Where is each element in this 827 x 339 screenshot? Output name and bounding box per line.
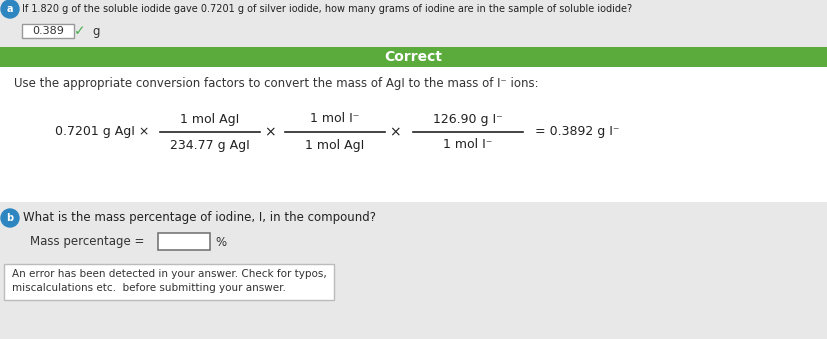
Text: Mass percentage =: Mass percentage = bbox=[30, 236, 145, 248]
Text: 1 mol I⁻: 1 mol I⁻ bbox=[310, 113, 360, 125]
Text: What is the mass percentage of iodine, I, in the compound?: What is the mass percentage of iodine, I… bbox=[23, 212, 376, 224]
Text: %: % bbox=[215, 236, 226, 248]
Text: 0.389: 0.389 bbox=[32, 26, 64, 36]
Bar bbox=[22, 24, 74, 38]
Text: An error has been detected in your answer. Check for typos,: An error has been detected in your answe… bbox=[12, 269, 327, 279]
Text: g: g bbox=[92, 24, 99, 38]
Bar bbox=[0, 67, 827, 202]
Text: = 0.3892 g I⁻: = 0.3892 g I⁻ bbox=[535, 125, 619, 139]
Text: Use the appropriate conversion factors to convert the mass of AgI to the mass of: Use the appropriate conversion factors t… bbox=[14, 77, 538, 89]
Circle shape bbox=[1, 0, 19, 18]
Text: 0.7201 g AgI ×: 0.7201 g AgI × bbox=[55, 125, 150, 139]
Text: 234.77 g AgI: 234.77 g AgI bbox=[170, 139, 250, 152]
Bar bbox=[0, 202, 827, 339]
Text: ×: × bbox=[264, 125, 276, 139]
Bar bbox=[0, 47, 827, 67]
Text: Correct: Correct bbox=[384, 50, 442, 64]
Bar bbox=[4, 264, 334, 300]
Text: 1 mol AgI: 1 mol AgI bbox=[305, 139, 365, 152]
Circle shape bbox=[1, 209, 19, 227]
Text: ✓: ✓ bbox=[74, 24, 86, 38]
Text: b: b bbox=[7, 213, 13, 223]
Text: miscalculations etc.  before submitting your answer.: miscalculations etc. before submitting y… bbox=[12, 283, 286, 293]
Bar bbox=[158, 233, 210, 250]
Text: If 1.820 g of the soluble iodide gave 0.7201 g of silver iodide, how many grams : If 1.820 g of the soluble iodide gave 0.… bbox=[22, 4, 632, 14]
Text: ×: × bbox=[390, 125, 401, 139]
Text: 126.90 g I⁻: 126.90 g I⁻ bbox=[433, 113, 503, 125]
Text: 1 mol AgI: 1 mol AgI bbox=[180, 113, 240, 125]
Text: 1 mol I⁻: 1 mol I⁻ bbox=[443, 139, 493, 152]
Text: a: a bbox=[7, 4, 13, 14]
